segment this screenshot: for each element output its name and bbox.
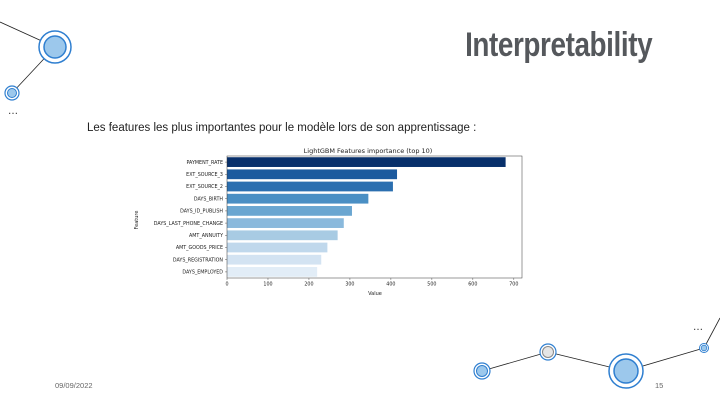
bar-ext-source-3	[227, 169, 398, 180]
x-tick-label: 100	[263, 282, 272, 288]
x-tick-label: 200	[304, 282, 313, 288]
bar-days-last-phone-change	[227, 218, 344, 228]
x-ticks: 0 100 200 300 400 500 600 700	[225, 278, 518, 288]
deco-line	[703, 317, 720, 349]
feature-importance-chart: LightGBM Features importance (top 10) Va…	[130, 142, 530, 302]
bar-payment-rate	[227, 157, 506, 167]
y-tick-labels: PAYMENT_RATE EXT_SOURCE_3 EXT_SOURCE_2 DAYS…	[154, 160, 227, 276]
bar-group	[227, 157, 506, 277]
x-tick-label: 300	[345, 282, 354, 288]
deco-node-tiny-inner	[700, 344, 708, 352]
bar-days-birth	[227, 193, 369, 204]
y-tick-label: EXT_SOURCE_3	[186, 172, 223, 178]
slide-subtitle: Les features les plus importantes pour l…	[87, 122, 477, 134]
footer-date: 09/09/2022	[55, 381, 93, 390]
deco-node-large-inner	[43, 35, 67, 59]
bar-days-employed	[227, 267, 318, 277]
ellipsis-top: …	[8, 106, 18, 117]
y-tick-label: AMT_ANNUITY	[189, 233, 223, 239]
plot-frame	[226, 155, 523, 279]
bar-amt-annuity	[227, 230, 338, 241]
x-tick-label: 700	[509, 282, 518, 288]
y-tick-label: DAYS_LAST_PHONE_CHANGE	[154, 221, 223, 227]
x-tick-label: 500	[427, 282, 436, 288]
y-tick-label: DAYS_ID_PUBLISH	[180, 209, 223, 215]
bar-amt-goods-price	[227, 242, 328, 253]
x-tick-label: 400	[386, 282, 395, 288]
y-tick-label: PAYMENT_RATE	[186, 160, 223, 166]
bar-days-id-publish	[227, 206, 352, 216]
deco-node-small-inner	[542, 346, 554, 358]
bar-days-registration	[227, 254, 322, 265]
y-tick-label: AMT_GOODS_PRICE	[176, 245, 223, 251]
chart-title: LightGBM Features importance (top 10)	[304, 147, 433, 155]
deco-node-small-inner	[476, 365, 488, 377]
y-tick-label: EXT_SOURCE_2	[186, 184, 223, 190]
chart-svg: LightGBM Features importance (top 10) Va…	[134, 147, 523, 297]
deco-line	[481, 351, 549, 372]
deco-node-small-inner	[7, 88, 17, 98]
chart-ylabel: Feature	[134, 211, 140, 230]
deco-node-large-inner	[613, 358, 639, 384]
page-title: Interpretability	[464, 26, 653, 64]
x-tick-label: 0	[225, 282, 228, 288]
x-tick-label: 600	[468, 282, 477, 288]
chart-xlabel: Value	[368, 291, 382, 297]
y-tick-label: DAYS_EMPLOYED	[182, 270, 223, 276]
ellipsis-bottom: …	[693, 322, 703, 333]
y-tick-label: DAYS_BIRTH	[194, 196, 224, 202]
y-tick-label: DAYS_REGISTRATION	[173, 257, 224, 263]
page-number: 15	[655, 381, 664, 390]
bar-ext-source-2	[227, 181, 393, 192]
